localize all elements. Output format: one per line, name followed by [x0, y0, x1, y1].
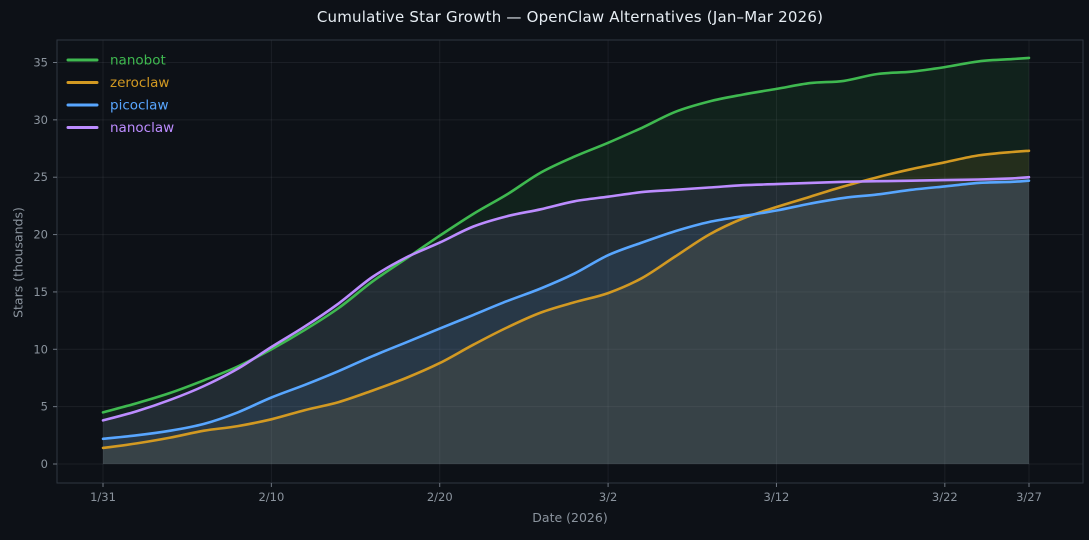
x-tick-label: 3/2 [599, 490, 618, 504]
x-axis-title: Date (2026) [532, 510, 608, 525]
legend-label-nanoclaw: nanoclaw [110, 120, 174, 136]
series-area-nanobot [103, 57, 1029, 465]
y-tick-label: 10 [33, 342, 48, 356]
plot-area [57, 40, 1083, 483]
y-tick-label: 15 [33, 285, 48, 299]
legend-label-nanobot: nanobot [110, 53, 166, 69]
x-tick-label: 3/12 [764, 490, 790, 504]
x-tick-label: 3/22 [932, 490, 958, 504]
y-tick-label: 30 [33, 113, 48, 127]
series-area-nanoclaw [103, 177, 1029, 464]
series-line-picoclaw [101, 179, 1031, 441]
x-tick-label: 2/10 [258, 490, 284, 504]
y-tick-label: 25 [33, 170, 48, 184]
y-axis-title: Stars (thousands) [10, 207, 26, 318]
series-area-picoclaw [103, 180, 1029, 464]
x-tick-label: 1/31 [90, 490, 116, 504]
series-line-nanoclaw [101, 175, 1031, 422]
series-area-zeroclaw [103, 150, 1029, 465]
series-line-zeroclaw [101, 149, 1031, 450]
legend-label-picoclaw: picoclaw [110, 98, 169, 114]
x-tick-label: 3/27 [1016, 490, 1042, 504]
y-tick-label: 0 [41, 457, 48, 471]
legend-label-zeroclaw: zeroclaw [110, 75, 169, 91]
y-tick-label: 35 [33, 56, 48, 70]
y-tick-label: 20 [33, 228, 48, 242]
plot-border [56, 39, 1084, 484]
chart-title: Cumulative Star Growth — OpenClaw Altern… [316, 8, 824, 26]
x-tick-label: 2/20 [427, 490, 453, 504]
y-tick-label: 5 [41, 400, 48, 414]
